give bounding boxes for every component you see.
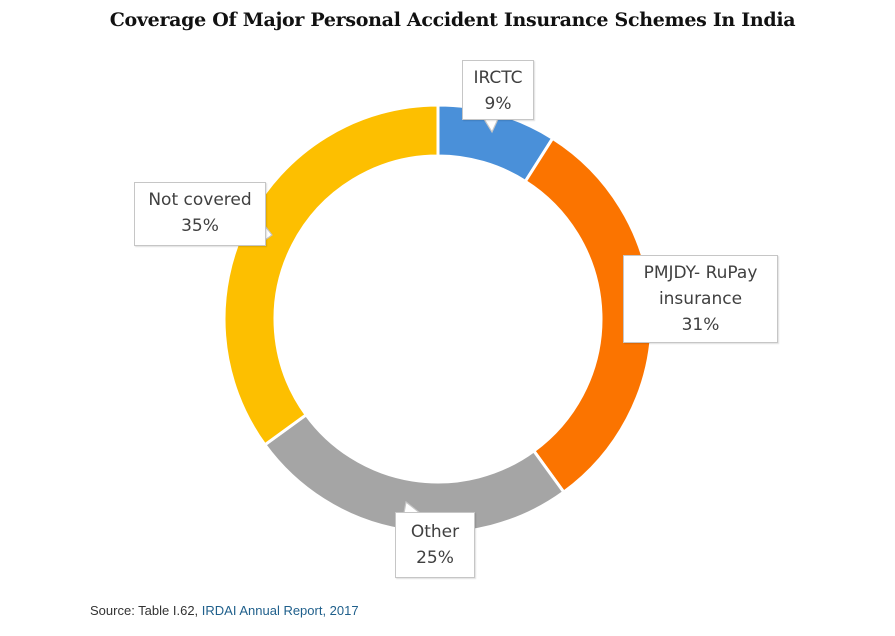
callout-pmjdy-value: 31%: [681, 315, 720, 335]
callout-pmjdy-name-line1: PMJDY- RuPay: [643, 263, 758, 283]
callout-not-covered: Not covered 35%: [134, 182, 266, 246]
callout-other-value: 25%: [416, 548, 454, 568]
source-link[interactable]: IRDAI Annual Report, 2017: [201, 603, 359, 618]
callout-pmjdy: PMJDY- RuPay insurance 31%: [623, 255, 778, 343]
callout-not-covered-name: Not covered: [148, 190, 252, 210]
slice-not-covered: [222, 103, 440, 447]
chart-title: Coverage Of Major Personal Accident Insu…: [109, 9, 796, 31]
callout-irctc: IRCTC 9%: [462, 60, 534, 120]
slice-pmjdy-rupay-insurance: [523, 136, 654, 495]
source-note: Source: Table I.62, IRDAI Annual Report,…: [90, 603, 359, 618]
callout-pmjdy-name-line2: insurance: [658, 289, 743, 309]
source-prefix: Source: Table I.62,: [90, 603, 202, 618]
callout-other-name: Other: [410, 522, 460, 542]
donut-slices: [222, 103, 654, 535]
callout-irctc-value: 9%: [484, 94, 512, 114]
callout-other: Other 25%: [395, 512, 475, 578]
callout-not-covered-value: 35%: [181, 216, 219, 236]
callout-irctc-name: IRCTC: [473, 68, 523, 88]
